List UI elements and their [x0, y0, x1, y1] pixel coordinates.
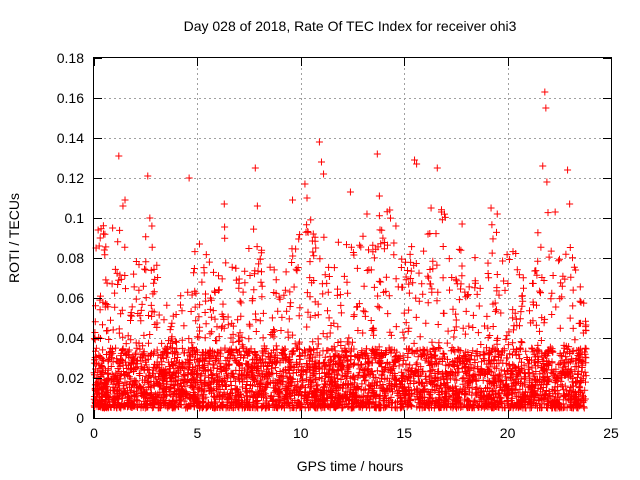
roti-point — [100, 246, 108, 254]
y-tick-label: 0.08 — [57, 250, 84, 266]
roti-point — [109, 224, 117, 232]
roti-point — [386, 206, 394, 214]
roti-point — [346, 188, 354, 196]
roti-point — [373, 150, 381, 158]
roti-point — [564, 166, 572, 174]
roti-point — [320, 170, 328, 178]
roti-point — [148, 222, 156, 230]
y-axis-label: ROTI / TECUs — [6, 193, 22, 283]
roti-point — [363, 210, 371, 218]
roti-point — [146, 214, 154, 222]
roti-point — [437, 208, 445, 216]
roti-point — [289, 196, 297, 204]
x-tick-label: 15 — [396, 425, 412, 441]
roti-point — [413, 160, 421, 168]
y-tick-label: 0.1 — [65, 210, 85, 226]
axis-ticks: 0 0.02 0.04 0.06 0.08 0.1 0.12 0.14 0.16 0.18 0 5 10… — [57, 50, 619, 441]
chart-title: Day 028 of 2018, Rate Of TEC Index for r… — [184, 18, 517, 34]
roti-point — [458, 220, 466, 228]
roti-point — [121, 196, 129, 204]
plot-border — [93, 57, 612, 419]
roti-point — [115, 152, 123, 160]
y-tick-label: 0.04 — [57, 330, 84, 346]
roti-point — [315, 138, 323, 146]
roti-point — [541, 88, 549, 96]
roti-point — [253, 202, 261, 210]
roti-point — [539, 162, 547, 170]
roti-point — [493, 210, 501, 218]
roti-point — [220, 200, 228, 208]
roti-point — [543, 178, 551, 186]
roti-point — [411, 156, 419, 164]
y-tick-label: 0.14 — [57, 130, 84, 146]
x-tick-label: 5 — [194, 425, 202, 441]
roti-point — [375, 192, 383, 200]
roti-point — [427, 204, 435, 212]
x-tick-label: 20 — [500, 425, 516, 441]
roti-point — [94, 226, 102, 234]
roti-point — [392, 222, 400, 230]
x-tick-label: 10 — [293, 425, 309, 441]
x-tick-label: 25 — [603, 425, 619, 441]
y-tick-label: 0.06 — [57, 290, 84, 306]
roti-point — [96, 234, 104, 242]
x-tick-label: 0 — [90, 425, 98, 441]
roti-point — [542, 104, 550, 112]
roti-point — [301, 180, 309, 188]
y-tick-label: 0.12 — [57, 170, 84, 186]
roti-point — [317, 158, 325, 166]
roti-point — [566, 200, 574, 208]
roti-point — [303, 194, 311, 202]
roti-point — [144, 172, 152, 180]
roti-point — [433, 164, 441, 172]
y-tick-label: 0.18 — [57, 50, 84, 66]
roti-point — [119, 202, 127, 210]
y-tick-label: 0.16 — [57, 90, 84, 106]
roti-point — [195, 240, 203, 248]
data-points — [90, 88, 590, 412]
roti-point-cloud — [90, 206, 590, 412]
roti-point — [185, 174, 193, 182]
y-tick-label: 0 — [76, 410, 84, 426]
roti-point — [487, 204, 495, 212]
grid-layer — [94, 58, 611, 418]
roti-point — [251, 164, 259, 172]
y-tick-label: 0.02 — [57, 370, 84, 386]
roti-point — [551, 208, 559, 216]
x-axis-label: GPS time / hours — [297, 458, 404, 474]
